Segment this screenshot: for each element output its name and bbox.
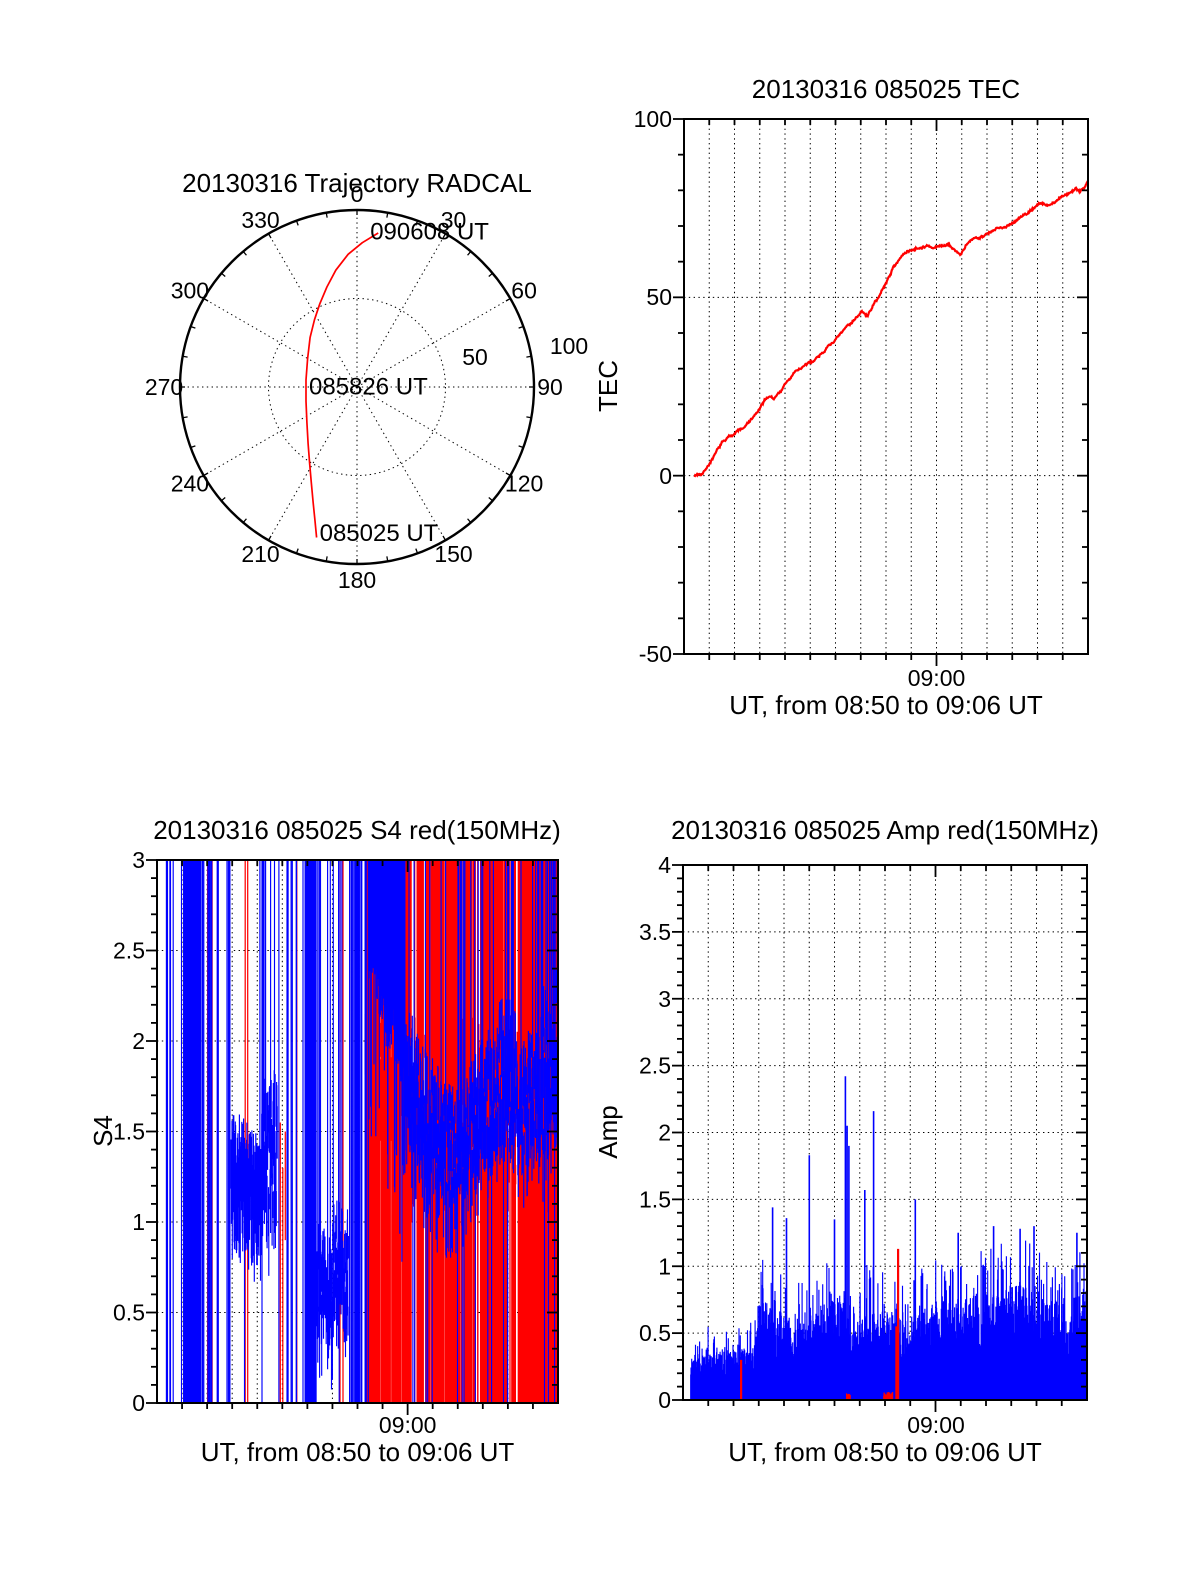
tec-plot: 20130316 085025 TEC TEC 100 50 0 -50 09:… bbox=[593, 74, 1090, 720]
amp-red-baseline bbox=[846, 1392, 894, 1400]
amp-ytick-4: 4 bbox=[658, 852, 671, 878]
trajectory-annotation-0: 090608 UT bbox=[370, 219, 489, 246]
s4-y-axis-label: S4 bbox=[88, 1115, 118, 1147]
az-label-60: 60 bbox=[511, 278, 537, 304]
amp-ytick-3: 3 bbox=[658, 986, 671, 1012]
trajectory-title: 20130316 Trajectory RADCAL bbox=[182, 168, 532, 198]
s4-blue-series bbox=[165, 860, 559, 1403]
tec-xtick-0900: 09:00 bbox=[908, 665, 966, 691]
amp-frame bbox=[672, 864, 1088, 1412]
az-label-120: 120 bbox=[505, 471, 543, 497]
s4-ytick-3: 3 bbox=[132, 847, 145, 873]
az-label-300: 300 bbox=[171, 278, 209, 304]
az-label-210: 210 bbox=[241, 541, 279, 567]
amp-x-axis-label: UT, from 08:50 to 09:06 UT bbox=[728, 1437, 1042, 1467]
r-label-50: 50 bbox=[462, 344, 488, 370]
az-label-180: 180 bbox=[338, 567, 376, 593]
tec-grid bbox=[684, 119, 1088, 654]
az-label-150: 150 bbox=[434, 541, 472, 567]
s4-y-tick-labels: 3 2.5 2 1.5 1 0.5 0 bbox=[113, 847, 145, 1416]
amp-ytick-2: 2 bbox=[658, 1120, 671, 1146]
az-label-90: 90 bbox=[537, 374, 563, 400]
s4-ytick-1p5: 1.5 bbox=[113, 1119, 145, 1145]
trajectory-annotation-2: 085025 UT bbox=[320, 520, 439, 547]
tec-x-axis-label: UT, from 08:50 to 09:06 UT bbox=[729, 690, 1043, 720]
amp-y-axis-label: Amp bbox=[593, 1105, 623, 1158]
s4-ytick-2p5: 2.5 bbox=[113, 938, 145, 964]
amp-blue-series bbox=[690, 1240, 1088, 1400]
trajectory-path bbox=[305, 232, 379, 538]
az-label-30: 30 bbox=[441, 207, 467, 233]
tec-frame bbox=[673, 118, 1089, 666]
az-label-330: 330 bbox=[241, 207, 279, 233]
s4-ytick-0p5: 0.5 bbox=[113, 1300, 145, 1326]
tec-title: 20130316 085025 TEC bbox=[752, 74, 1020, 104]
s4-xtick-0900: 09:00 bbox=[379, 1412, 437, 1438]
amp-ytick-0: 0 bbox=[658, 1387, 671, 1413]
polar-azimuth-labels: 0 30 60 90 120 150 180 210 240 270 300 3… bbox=[145, 181, 563, 593]
s4-ytick-2: 2 bbox=[132, 1028, 145, 1054]
r-label-100: 100 bbox=[550, 333, 588, 359]
s4-x-axis-label: UT, from 08:50 to 09:06 UT bbox=[201, 1437, 515, 1467]
s4-ytick-1: 1 bbox=[132, 1209, 145, 1235]
az-label-0: 0 bbox=[351, 181, 364, 207]
amp-ytick-3p5: 3.5 bbox=[639, 919, 671, 945]
amp-y-tick-labels: 4 3.5 3 2.5 2 1.5 1 0.5 0 bbox=[639, 852, 671, 1413]
az-label-270: 270 bbox=[145, 374, 183, 400]
amp-red-spikes bbox=[740, 1248, 900, 1400]
tec-y-axis-label: TEC bbox=[593, 360, 623, 412]
amp-ytick-2p5: 2.5 bbox=[639, 1053, 671, 1079]
s4-ytick-0: 0 bbox=[132, 1390, 145, 1416]
tec-ytick-m50: -50 bbox=[639, 641, 672, 667]
tec-y-tick-labels: 100 50 0 -50 bbox=[634, 106, 672, 667]
amp-ytick-1p5: 1.5 bbox=[639, 1186, 671, 1212]
trajectory-annotations: 090608 UT 085826 UT 085025 UT bbox=[309, 219, 489, 548]
polar-radius-labels: 50 100 bbox=[462, 333, 588, 370]
amp-ytick-0p5: 0.5 bbox=[639, 1320, 671, 1346]
amp-plot: 20130316 085025 Amp red(150MHz) Amp 4 3.… bbox=[593, 815, 1099, 1467]
tec-line-series bbox=[693, 180, 1090, 478]
amp-xtick-0900: 09:00 bbox=[907, 1412, 965, 1438]
tec-ytick-50: 50 bbox=[646, 284, 672, 310]
amp-blue-spikes bbox=[771, 1076, 1078, 1400]
s4-frame bbox=[146, 859, 559, 1415]
s4-title: 20130316 085025 S4 red(150MHz) bbox=[153, 815, 561, 845]
tec-ytick-100: 100 bbox=[634, 106, 672, 132]
trajectory-annotation-1: 085826 UT bbox=[309, 374, 428, 401]
az-label-240: 240 bbox=[171, 471, 209, 497]
amp-ytick-1: 1 bbox=[658, 1253, 671, 1279]
trajectory-plot: 20130316 Trajectory RADCAL 0 30 60 90 12… bbox=[145, 168, 588, 593]
tec-ytick-0: 0 bbox=[659, 463, 672, 489]
polar-grid bbox=[178, 208, 536, 566]
amp-title: 20130316 085025 Amp red(150MHz) bbox=[671, 815, 1099, 845]
s4-plot: 20130316 085025 S4 red(150MHz) S4 3 2.5 … bbox=[88, 815, 561, 1467]
